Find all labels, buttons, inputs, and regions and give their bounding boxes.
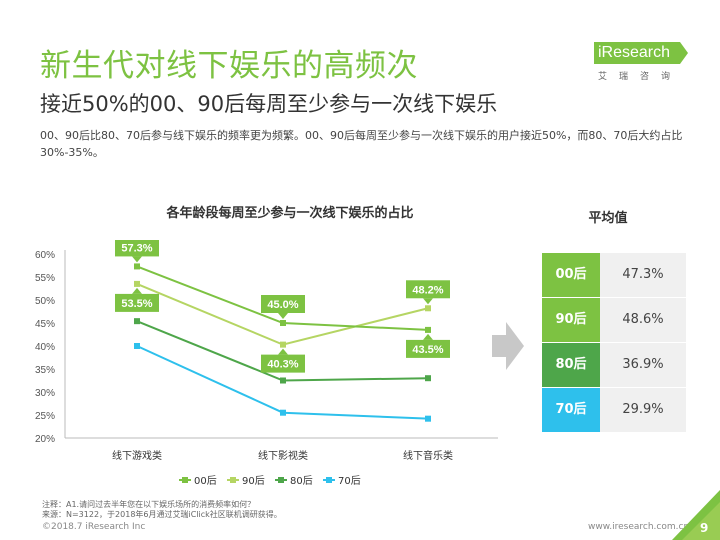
y-tick-label: 45% [35, 319, 55, 330]
data-label-box [261, 354, 305, 373]
legend-marker [182, 477, 188, 483]
y-tick-label: 35% [35, 365, 55, 376]
data-point [134, 263, 140, 270]
footnote: 注释：A1.请问过去半年您在以下娱乐场所的消费频率如何？ 来源：N=3122，于… [42, 500, 282, 520]
data-label-pointer [278, 313, 288, 319]
average-title: 平均值 [588, 211, 628, 226]
data-label-box [406, 280, 450, 299]
y-tick-label: 20% [35, 434, 55, 445]
average-table: 00后 47.3% 90后 48.6% 80后 36.9% 70后 29.9% [542, 253, 686, 433]
average-label: 80后 [542, 343, 600, 387]
y-tick-label: 40% [35, 342, 55, 353]
chart-title: 各年龄段每周至少参与一次线下娱乐的占比 [166, 206, 414, 221]
data-label-pointer [132, 287, 142, 294]
y-tick-label: 55% [35, 273, 55, 284]
average-value: 47.3% [600, 253, 686, 297]
average-row: 70后 29.9% [542, 388, 686, 432]
legend-label: 80后 [290, 475, 313, 487]
data-label-pointer [423, 333, 433, 340]
legend-label: 90后 [242, 475, 265, 487]
data-label: 43.5% [412, 344, 443, 356]
y-tick-label: 30% [35, 388, 55, 399]
page-description: 00、90后比80、70后参与线下娱乐的频率更为频繁。00、90后每周至少参与一… [40, 129, 683, 159]
average-row: 90后 48.6% [542, 298, 686, 342]
data-label: 40.3% [267, 359, 298, 371]
y-tick-label: 50% [35, 296, 55, 307]
y-tick-label: 60% [35, 250, 55, 261]
data-point [425, 415, 431, 422]
data-label: 48.2% [412, 284, 443, 296]
data-label-box [115, 293, 159, 312]
x-tick-label: 线下影视类 [258, 449, 308, 462]
data-label: 45.0% [267, 299, 298, 311]
website-url: www.iresearch.com.cn [588, 522, 690, 532]
iresearch-logo: iResearch 艾瑞咨询 [594, 42, 688, 82]
logo-brand: iResearch [594, 42, 680, 64]
average-row: 00后 47.3% [542, 253, 686, 297]
data-point [134, 280, 140, 287]
data-point [425, 375, 431, 382]
data-point [280, 320, 286, 326]
data-point [280, 341, 286, 348]
page-title: 新生代对线下娱乐的高频次 [40, 48, 418, 84]
x-tick-label: 线下游戏类 [112, 449, 162, 462]
data-point [280, 409, 286, 416]
data-label-pointer [423, 298, 433, 305]
legend-marker [230, 477, 236, 483]
page-subtitle: 接近50%的00、90后每周至少参与一次线下娱乐 [40, 92, 498, 116]
average-value: 36.9% [600, 343, 686, 387]
legend-label: 70后 [338, 475, 361, 487]
data-label-pointer [132, 256, 142, 263]
data-label: 53.5% [121, 298, 152, 310]
data-point [280, 377, 286, 384]
average-label: 00后 [542, 253, 600, 297]
average-value: 29.9% [600, 388, 686, 432]
y-tick-label: 25% [35, 411, 55, 422]
data-label-box [406, 339, 450, 358]
legend-marker [278, 477, 284, 483]
legend-label: 00后 [194, 475, 217, 487]
note-line-1: 注释：A1.请问过去半年您在以下娱乐场所的消费频率如何？ [42, 500, 256, 509]
right-arrow-icon [492, 322, 524, 370]
data-point [425, 326, 431, 333]
corner-decoration [672, 490, 720, 540]
data-label: 57.3% [121, 242, 152, 254]
data-point [134, 318, 140, 325]
note-line-2: 来源：N=3122，于2018年6月通过艾瑞iClick社区联机调研获得。 [42, 510, 282, 519]
data-point [425, 305, 431, 312]
copyright: ©2018.7 iResearch Inc [42, 522, 146, 532]
page-number: 9 [700, 521, 709, 535]
average-label: 70后 [542, 388, 600, 432]
data-label-pointer [278, 348, 288, 355]
average-value: 48.6% [600, 298, 686, 342]
logo-cn-text: 艾瑞咨询 [598, 72, 682, 82]
legend-marker [326, 477, 332, 483]
line-chart: 60% 55% 50% 45% 40% 35% 30% 25% 20% 线下游戏类 线下影视类 线下音… [35, 240, 498, 487]
x-tick-label: 线下音乐类 [403, 449, 453, 462]
data-label-box [261, 295, 305, 313]
data-label-box [115, 240, 159, 257]
data-point [134, 343, 140, 349]
average-label: 90后 [542, 298, 600, 342]
average-row: 80后 36.9% [542, 343, 686, 387]
logo-tail-shape [680, 42, 688, 64]
